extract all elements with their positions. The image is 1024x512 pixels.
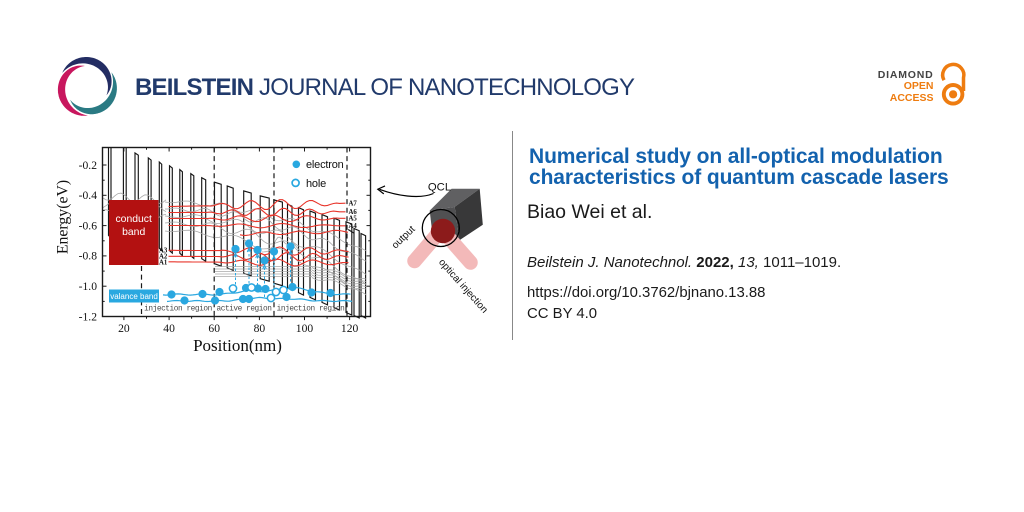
svg-text:Position(nm): Position(nm) (193, 336, 282, 355)
svg-text:conduct: conduct (115, 214, 152, 225)
svg-text:60: 60 (208, 322, 220, 335)
svg-text:active region: active region (217, 306, 272, 314)
svg-text:A2: A2 (159, 253, 168, 260)
svg-text:hole: hole (306, 178, 326, 190)
svg-text:A7: A7 (349, 200, 358, 207)
svg-text:40: 40 (163, 322, 175, 335)
svg-text:injection region: injection region (144, 306, 212, 314)
svg-text:output: output (390, 224, 418, 251)
svg-text:-0.8: -0.8 (79, 250, 98, 263)
svg-text:QCL: QCL (428, 182, 451, 194)
svg-text:-0.4: -0.4 (79, 189, 98, 202)
svg-text:80: 80 (254, 322, 266, 335)
svg-text:100: 100 (296, 322, 314, 335)
svg-text:A4: A4 (349, 223, 358, 230)
svg-text:20: 20 (118, 322, 130, 335)
svg-text:band: band (122, 227, 145, 238)
svg-text:A5: A5 (349, 215, 358, 222)
svg-text:-0.2: -0.2 (79, 159, 98, 172)
svg-text:A6: A6 (349, 209, 358, 216)
svg-text:-0.6: -0.6 (79, 219, 98, 232)
svg-text:A3: A3 (159, 247, 168, 254)
svg-text:electron: electron (306, 159, 344, 171)
svg-text:injection region: injection region (277, 306, 345, 314)
svg-text:-1.0: -1.0 (79, 280, 98, 293)
svg-text:120: 120 (341, 322, 359, 335)
svg-text:A1: A1 (159, 259, 168, 266)
svg-text:-1.2: -1.2 (79, 310, 98, 323)
svg-text:Energy(eV): Energy(eV) (55, 180, 72, 254)
svg-text:valance band: valance band (110, 292, 158, 301)
svg-text:optical injection: optical injection (436, 257, 490, 315)
